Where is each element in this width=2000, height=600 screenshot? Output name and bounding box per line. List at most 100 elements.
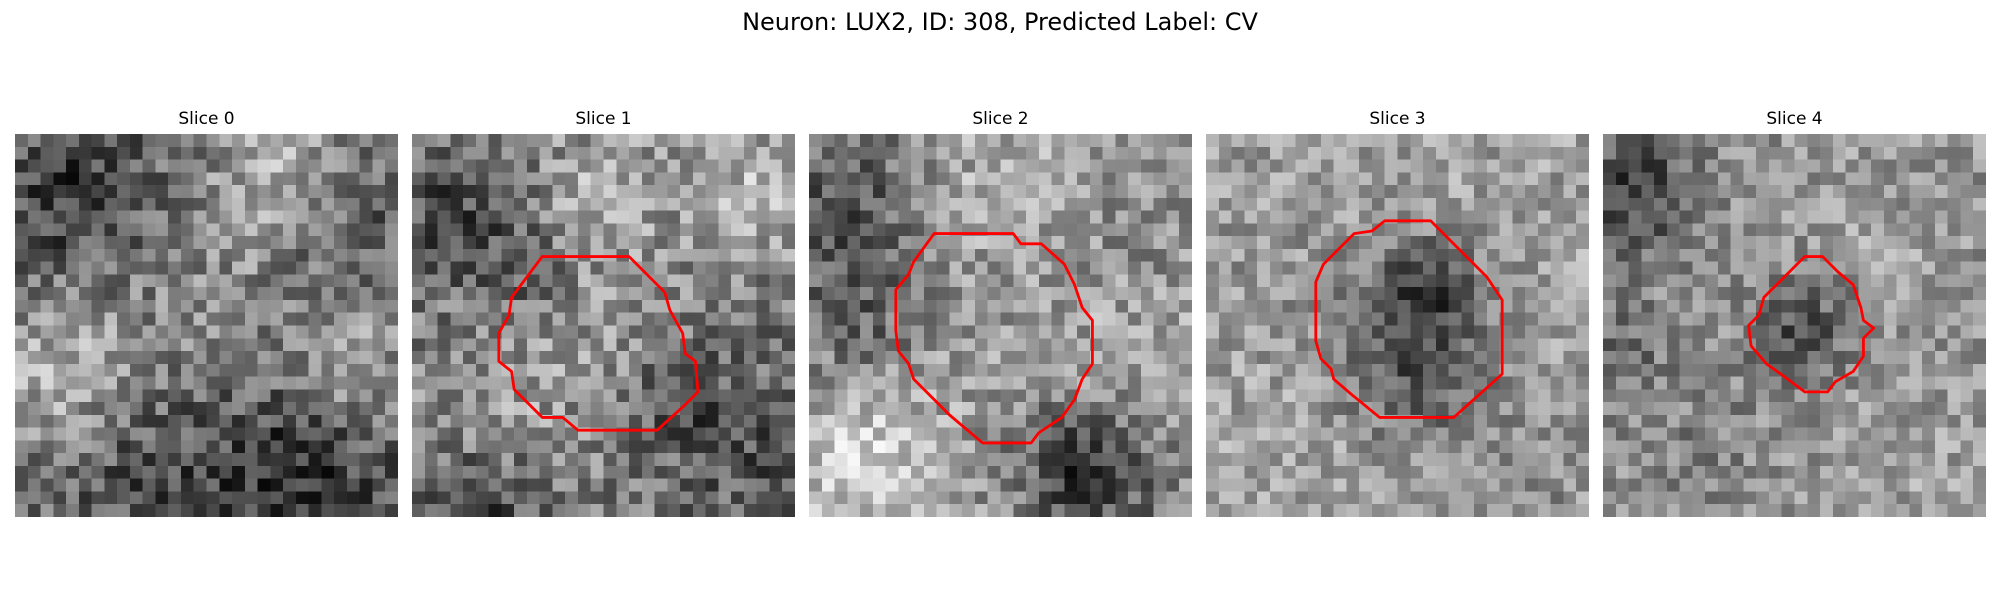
pixel <box>743 504 757 517</box>
pixel <box>1295 478 1309 492</box>
pixel <box>1320 223 1334 237</box>
pixel <box>1461 491 1475 505</box>
pixel <box>526 185 540 199</box>
pixel <box>1730 504 1744 517</box>
pixel <box>680 274 694 288</box>
pixel <box>1679 261 1693 275</box>
pixel <box>1423 185 1437 199</box>
pixel <box>539 491 553 505</box>
pixel <box>1909 159 1923 173</box>
pixel <box>1218 465 1232 479</box>
pixel <box>769 287 783 301</box>
pixel <box>424 274 438 288</box>
pixel <box>1308 172 1322 186</box>
pixel <box>244 504 258 517</box>
pixel <box>104 146 118 160</box>
pixel <box>15 325 29 339</box>
pixel <box>104 172 118 186</box>
pixel <box>308 427 322 441</box>
pixel <box>743 172 757 186</box>
pixel <box>769 261 783 275</box>
pixel <box>1064 504 1078 517</box>
pixel <box>1333 325 1347 339</box>
pixel <box>1896 223 1910 237</box>
pixel <box>1064 376 1078 390</box>
pixel <box>1883 185 1897 199</box>
pixel <box>1794 440 1808 454</box>
pixel <box>654 248 668 262</box>
pixel <box>1525 312 1539 326</box>
pixel <box>1563 261 1577 275</box>
pixel <box>565 414 579 428</box>
pixel <box>974 363 988 377</box>
pixel <box>1051 363 1065 377</box>
pixel <box>1730 223 1744 237</box>
pixel <box>667 134 681 148</box>
pixel <box>743 363 757 377</box>
pixel <box>1077 325 1091 339</box>
pixel <box>1832 414 1846 428</box>
pixel <box>1051 261 1065 275</box>
pixel <box>847 287 861 301</box>
pixel <box>1641 312 1655 326</box>
pixel <box>577 236 591 250</box>
pixel <box>372 491 386 505</box>
pixel <box>603 402 617 416</box>
pixel <box>987 159 1001 173</box>
pixel <box>1269 185 1283 199</box>
pixel <box>860 325 874 339</box>
pixel <box>1423 299 1437 313</box>
pixel <box>1550 491 1564 505</box>
pixel <box>1435 146 1449 160</box>
pixel <box>1346 287 1360 301</box>
pixel <box>847 274 861 288</box>
pixel <box>1410 465 1424 479</box>
pixel <box>501 248 515 262</box>
pixel <box>1832 491 1846 505</box>
pixel <box>1858 185 1872 199</box>
pixel <box>168 172 182 186</box>
pixel <box>168 287 182 301</box>
pixel <box>834 338 848 352</box>
pixel <box>1206 351 1220 365</box>
pixel <box>488 236 502 250</box>
pixel <box>1794 312 1808 326</box>
pixel <box>15 299 29 313</box>
pixel <box>1730 465 1744 479</box>
pixel <box>1896 210 1910 224</box>
pixel <box>501 376 515 390</box>
pixel <box>1730 172 1744 186</box>
pixel <box>1295 236 1309 250</box>
pixel <box>1832 299 1846 313</box>
pixel <box>743 185 757 199</box>
pixel <box>1257 491 1271 505</box>
pixel <box>437 491 451 505</box>
pixel <box>1051 287 1065 301</box>
pixel <box>1768 197 1782 211</box>
pixel <box>334 159 348 173</box>
pixel <box>15 312 29 326</box>
pixel <box>321 440 335 454</box>
pixel <box>911 185 925 199</box>
pixel <box>1896 427 1910 441</box>
pixel <box>1269 465 1283 479</box>
pixel <box>1461 351 1475 365</box>
pixel <box>283 325 297 339</box>
pixel <box>155 287 169 301</box>
pixel <box>1320 440 1334 454</box>
pixel <box>168 325 182 339</box>
pixel <box>616 325 630 339</box>
pixel <box>129 363 143 377</box>
pixel <box>1410 146 1424 160</box>
pixel <box>1448 376 1462 390</box>
pixel <box>219 402 233 416</box>
pixel <box>1102 287 1116 301</box>
pixel <box>1973 197 1986 211</box>
pixel <box>117 504 131 517</box>
pixel <box>1768 210 1782 224</box>
pixel <box>283 389 297 403</box>
pixel <box>1064 223 1078 237</box>
pixel <box>168 274 182 288</box>
pixel <box>526 287 540 301</box>
pixel <box>1064 338 1078 352</box>
